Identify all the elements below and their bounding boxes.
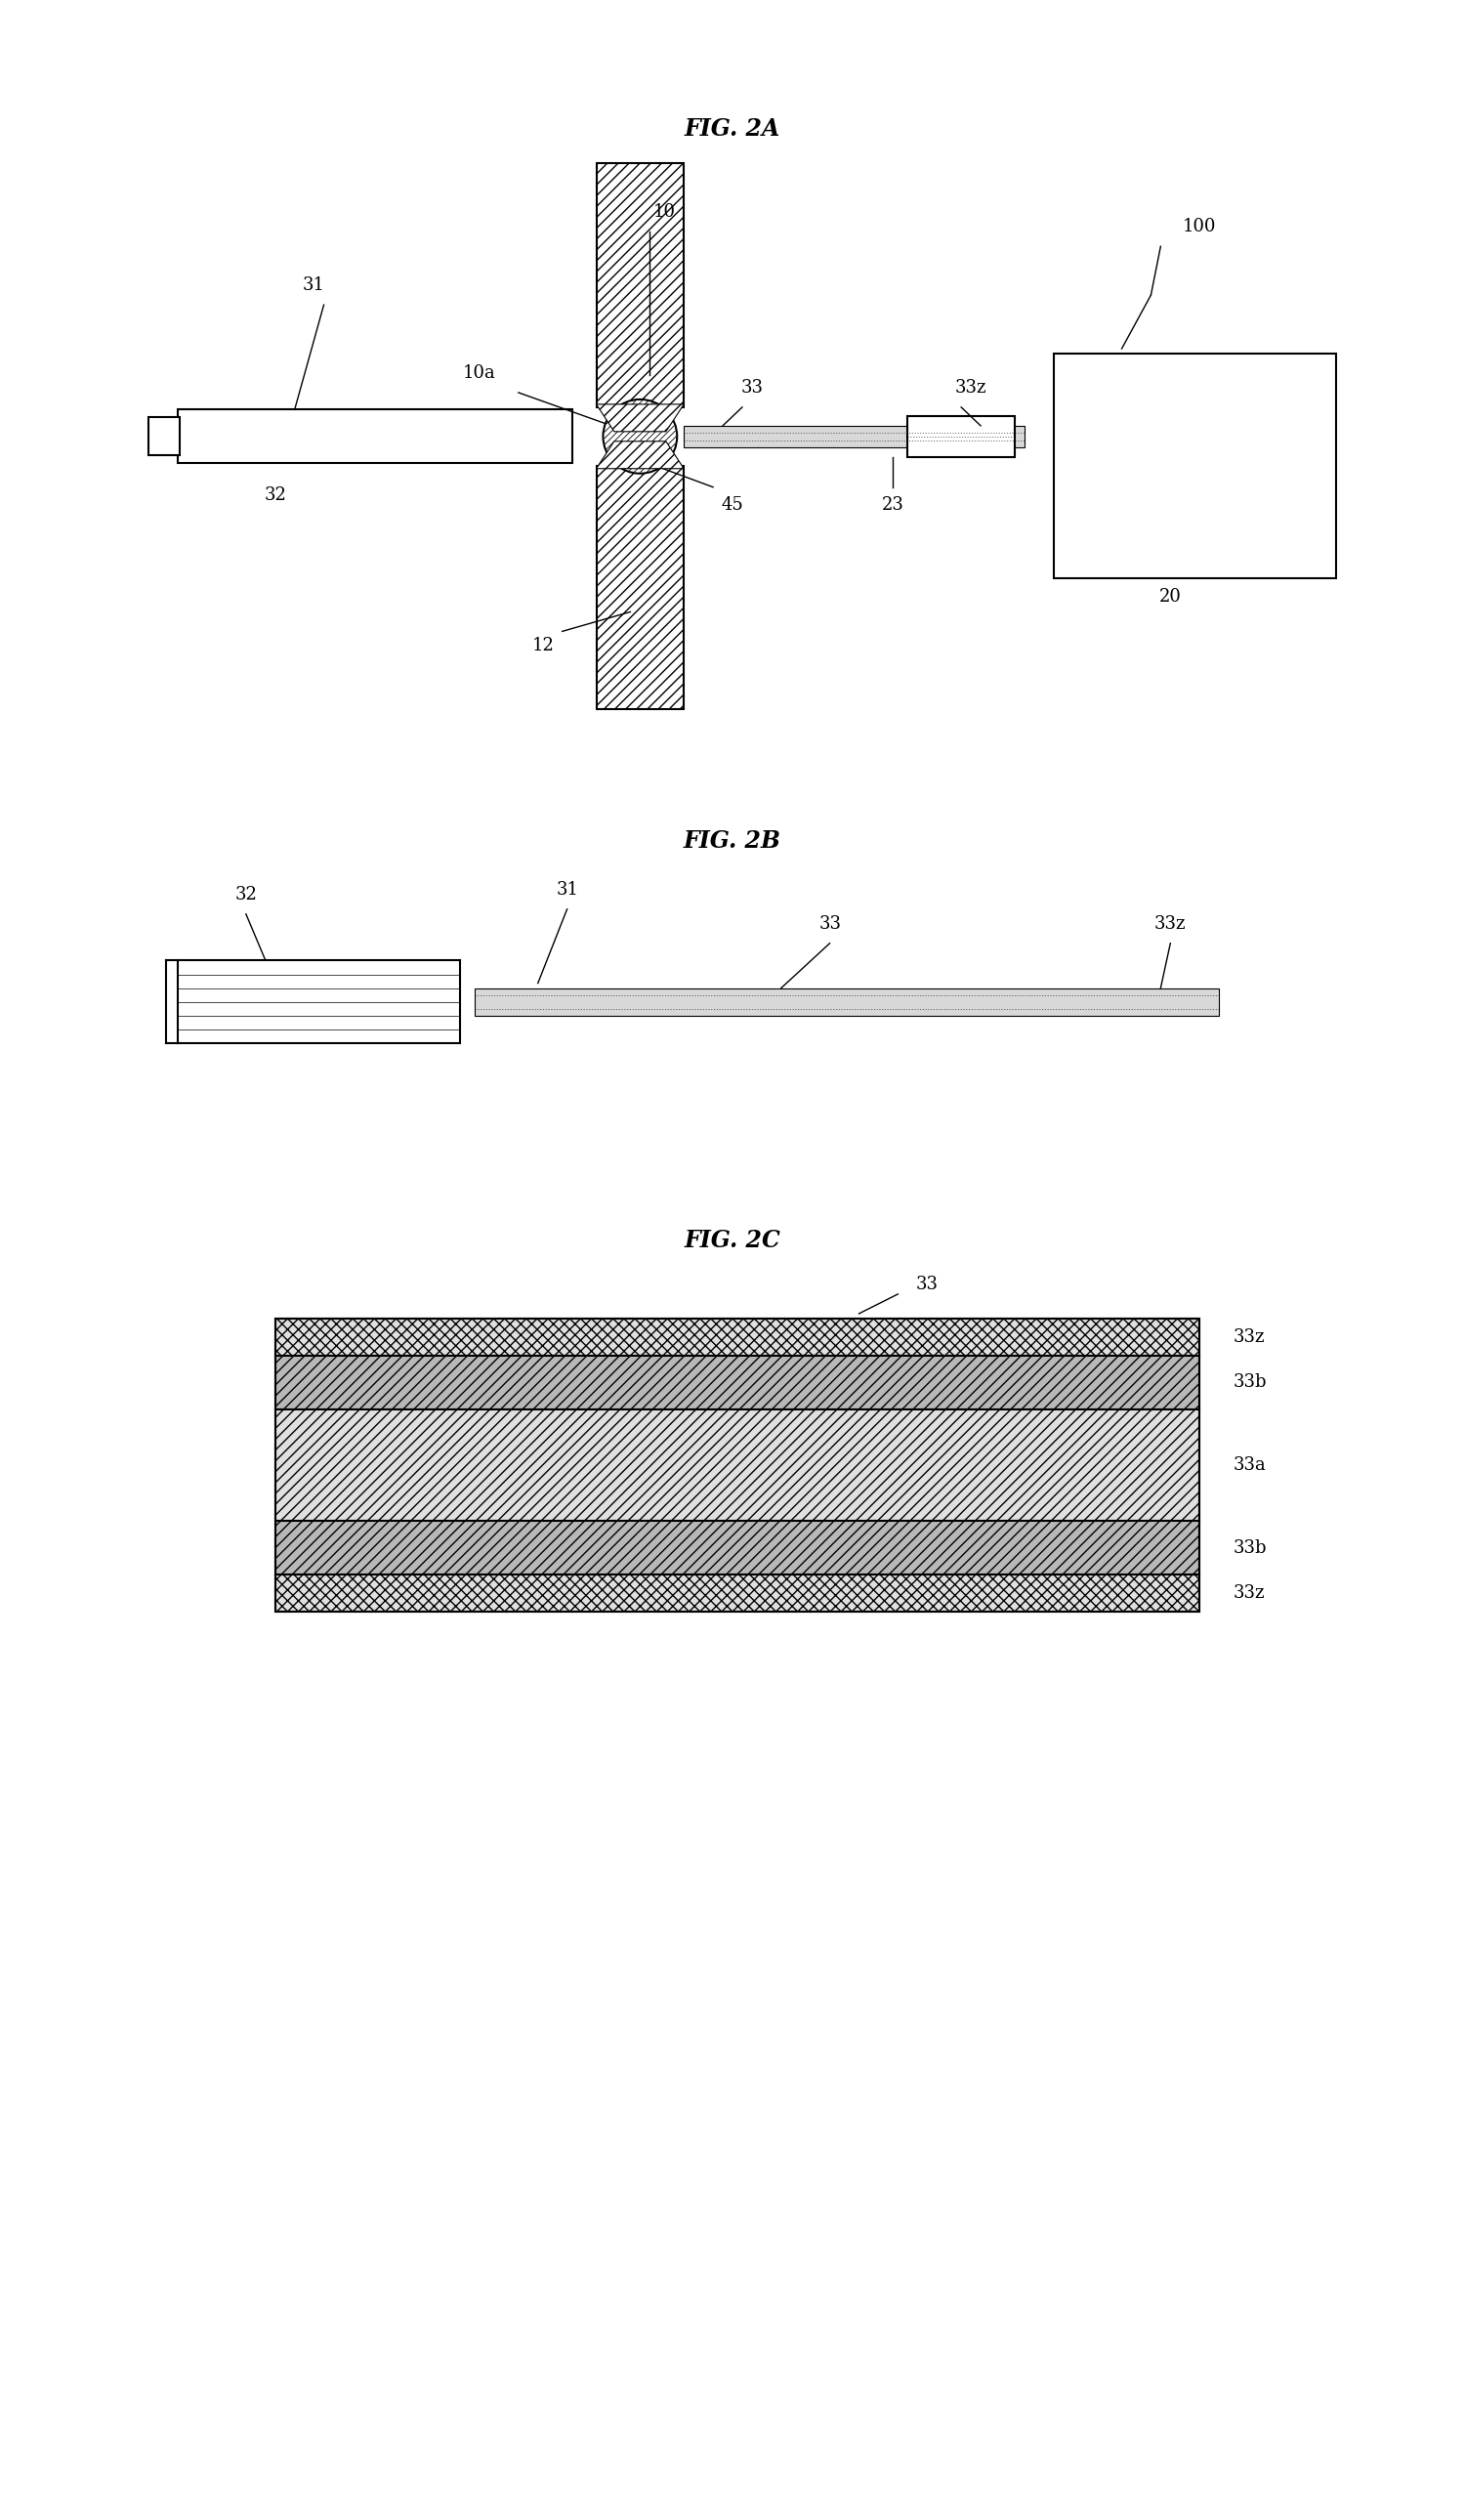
Text: 20: 20 [1159,590,1182,605]
Text: 32: 32 [264,486,286,504]
Text: 33z: 33z [1234,1328,1266,1346]
Bar [177,960,460,1043]
Bar [596,164,684,408]
Polygon shape [596,441,684,469]
Text: 31: 31 [303,277,325,295]
Bar [148,418,180,456]
Bar [275,1575,1200,1613]
Text: 33: 33 [819,915,841,932]
Bar [1053,353,1336,577]
Text: 100: 100 [1182,219,1216,237]
Text: 12: 12 [532,638,554,655]
Bar [275,1356,1200,1409]
Text: FIG. 2C: FIG. 2C [684,1230,781,1252]
Bar [275,1318,1200,1613]
Text: 33z: 33z [1154,915,1187,932]
Text: 33: 33 [916,1275,939,1293]
Bar [275,1409,1200,1522]
Text: 33z: 33z [955,378,987,396]
Polygon shape [596,403,684,431]
Bar [177,411,571,464]
Bar [275,1522,1200,1575]
Text: 33a: 33a [1234,1457,1267,1474]
Text: 33b: 33b [1234,1373,1267,1391]
Text: 23: 23 [882,496,904,514]
Circle shape [604,398,677,474]
Bar [275,1318,1200,1356]
Text: 33b: 33b [1234,1540,1267,1557]
Text: 33: 33 [741,378,763,396]
Text: 10: 10 [653,204,675,222]
Bar [908,416,1015,456]
Bar [596,466,684,708]
Text: 45: 45 [721,496,744,514]
Bar [475,988,1219,1016]
Text: FIG. 2B: FIG. 2B [684,829,781,852]
Bar [684,426,1024,446]
Text: 31: 31 [555,882,579,900]
Text: 10a: 10a [463,365,497,383]
Text: FIG. 2A: FIG. 2A [684,118,781,141]
Text: 33z: 33z [1234,1585,1266,1603]
Text: 32: 32 [234,885,258,902]
